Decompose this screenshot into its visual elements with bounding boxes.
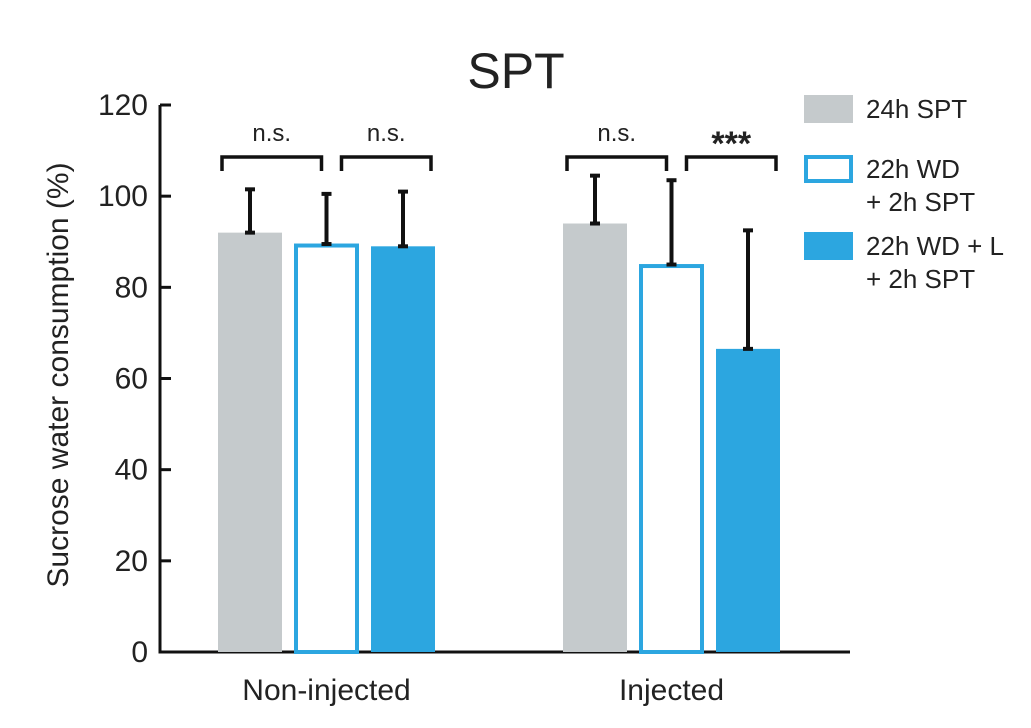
significance-label: n.s. bbox=[252, 120, 291, 147]
significance-annotations: n.s. n.s. n.s. *** bbox=[220, 120, 778, 171]
legend-swatch bbox=[804, 155, 853, 183]
y-tick-label: 120 bbox=[98, 89, 148, 122]
x-category-label: Non-injected bbox=[242, 674, 410, 707]
x-category-label: Injected bbox=[619, 674, 724, 707]
significance-bracket bbox=[565, 155, 669, 171]
legend-label: 24h SPT bbox=[866, 94, 967, 124]
chart-title: SPT bbox=[467, 43, 564, 99]
significance-label: n.s. bbox=[597, 120, 636, 147]
significance-label: *** bbox=[711, 125, 751, 163]
bar bbox=[371, 246, 435, 652]
y-tick-label: 80 bbox=[115, 271, 148, 304]
significance-bracket bbox=[339, 155, 433, 171]
bar bbox=[639, 264, 704, 654]
legend-label: + 2h SPT bbox=[866, 264, 975, 294]
bars: Non-injected Injected bbox=[218, 223, 780, 707]
y-tick-label: 0 bbox=[131, 636, 148, 669]
bar bbox=[218, 232, 282, 652]
legend-label: 22h WD bbox=[866, 154, 960, 184]
bar bbox=[294, 243, 359, 654]
legend-label: + 2h SPT bbox=[866, 187, 975, 217]
y-tick-label: 100 bbox=[98, 180, 148, 213]
significance-bracket bbox=[220, 155, 324, 171]
y-tick-label: 20 bbox=[115, 545, 148, 578]
significance-bracket bbox=[684, 155, 778, 171]
bar bbox=[563, 223, 627, 652]
y-tick-label: 60 bbox=[115, 363, 148, 396]
legend-swatch bbox=[804, 95, 853, 123]
y-axis-label: Sucrose water consumption (%) bbox=[42, 162, 75, 587]
legend-label: 22h WD + L bbox=[866, 231, 1004, 261]
bar bbox=[716, 348, 780, 652]
error-bars bbox=[245, 173, 753, 351]
y-tick-label: 40 bbox=[115, 454, 148, 487]
significance-label: n.s. bbox=[367, 120, 406, 147]
legend-swatch bbox=[804, 232, 853, 260]
